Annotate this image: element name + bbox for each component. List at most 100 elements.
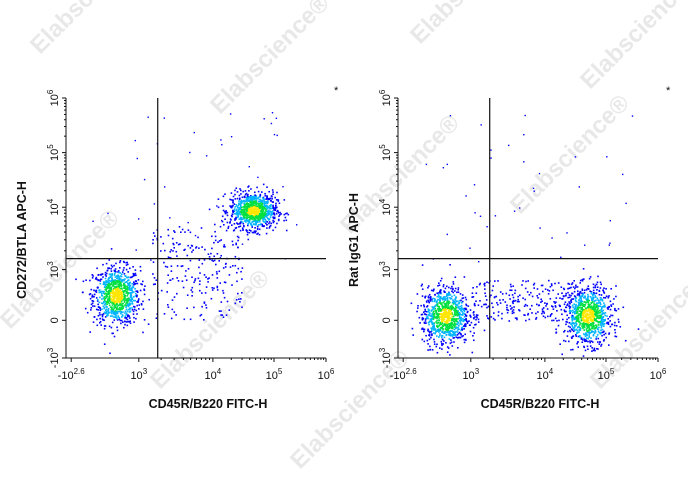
event-dot xyxy=(272,210,274,212)
event-dot xyxy=(124,297,126,299)
event-dot xyxy=(552,289,554,292)
event-dot xyxy=(576,319,578,321)
event-dot xyxy=(594,324,596,327)
event-dot xyxy=(599,299,602,301)
event-dot xyxy=(131,303,134,305)
event-dot xyxy=(452,299,454,301)
event-dot xyxy=(532,187,535,189)
event-dot xyxy=(505,292,508,295)
event-dot xyxy=(524,114,526,117)
event-dot xyxy=(241,243,244,245)
event-dot xyxy=(469,330,472,333)
event-dot xyxy=(433,313,436,315)
event-dot xyxy=(111,293,114,295)
event-dot xyxy=(594,331,597,333)
event-dot xyxy=(177,243,180,246)
event-dot xyxy=(125,264,128,266)
event-dot xyxy=(127,303,129,306)
event-dot xyxy=(581,323,583,325)
event-dot xyxy=(129,298,131,301)
event-dot xyxy=(459,336,461,339)
event-dot xyxy=(253,207,256,210)
event-dot xyxy=(228,274,231,276)
event-dot xyxy=(101,294,103,297)
event-dot xyxy=(602,312,605,314)
event-dot xyxy=(226,214,229,217)
event-dot xyxy=(442,325,445,327)
event-dot xyxy=(591,320,594,323)
event-dot xyxy=(121,291,123,294)
event-dot xyxy=(266,186,268,188)
event-dot xyxy=(587,321,589,324)
event-dot xyxy=(113,312,115,314)
event-dot xyxy=(229,205,231,207)
event-dot xyxy=(119,278,122,280)
event-dot xyxy=(222,209,225,212)
event-dot xyxy=(123,282,125,285)
event-dot xyxy=(234,218,236,220)
event-dot xyxy=(263,214,265,217)
event-dot xyxy=(266,216,268,219)
event-dot xyxy=(453,301,455,303)
event-dot xyxy=(594,284,597,287)
event-dot xyxy=(437,316,440,318)
event-dot xyxy=(456,291,458,294)
event-dot xyxy=(255,222,258,225)
event-dot xyxy=(257,224,260,226)
event-dot xyxy=(543,312,545,314)
event-dot xyxy=(427,295,430,298)
event-dot xyxy=(592,314,594,317)
event-dot xyxy=(126,290,128,293)
event-dot xyxy=(610,305,613,307)
event-dot xyxy=(601,306,603,308)
event-dot xyxy=(427,317,429,320)
event-dot xyxy=(451,285,453,288)
event-dot xyxy=(585,328,588,331)
event-dot xyxy=(589,276,592,278)
event-dot xyxy=(259,200,262,202)
event-dot xyxy=(566,335,569,337)
event-dot xyxy=(466,311,469,314)
event-dot xyxy=(107,312,110,315)
event-dot xyxy=(474,316,476,318)
event-dot xyxy=(430,331,432,333)
event-dot xyxy=(250,206,252,209)
event-dot xyxy=(451,290,453,293)
event-dot xyxy=(123,287,125,289)
event-dot xyxy=(441,348,443,350)
event-dot xyxy=(226,211,229,214)
event-dot xyxy=(597,315,599,317)
event-dot xyxy=(253,216,255,219)
event-dot xyxy=(539,227,541,229)
event-dot xyxy=(234,302,237,305)
event-dot xyxy=(427,285,430,287)
event-dot xyxy=(92,300,95,303)
event-dot xyxy=(126,291,129,294)
event-dot xyxy=(555,297,558,299)
event-dot xyxy=(567,303,569,305)
event-dot xyxy=(450,304,453,307)
event-dot xyxy=(143,288,145,291)
event-dot xyxy=(586,314,589,316)
event-dot xyxy=(434,315,436,318)
event-dot xyxy=(122,290,124,292)
event-dot xyxy=(554,317,557,320)
event-dot xyxy=(463,319,466,322)
event-dot xyxy=(450,324,453,327)
event-dot xyxy=(205,307,208,309)
event-dot xyxy=(217,206,220,209)
event-dot xyxy=(446,297,448,300)
event-dot xyxy=(111,295,114,297)
event-dot xyxy=(100,274,102,276)
event-dot xyxy=(111,290,113,292)
event-dot xyxy=(267,201,269,203)
event-dot xyxy=(262,207,264,210)
event-dot xyxy=(104,293,106,295)
event-dot xyxy=(446,297,449,299)
event-dot xyxy=(440,309,442,312)
event-dot xyxy=(501,312,503,315)
event-dot xyxy=(584,326,586,329)
event-dot xyxy=(251,215,253,218)
y-tick-label: 106 xyxy=(378,89,393,106)
event-dot xyxy=(111,274,113,276)
